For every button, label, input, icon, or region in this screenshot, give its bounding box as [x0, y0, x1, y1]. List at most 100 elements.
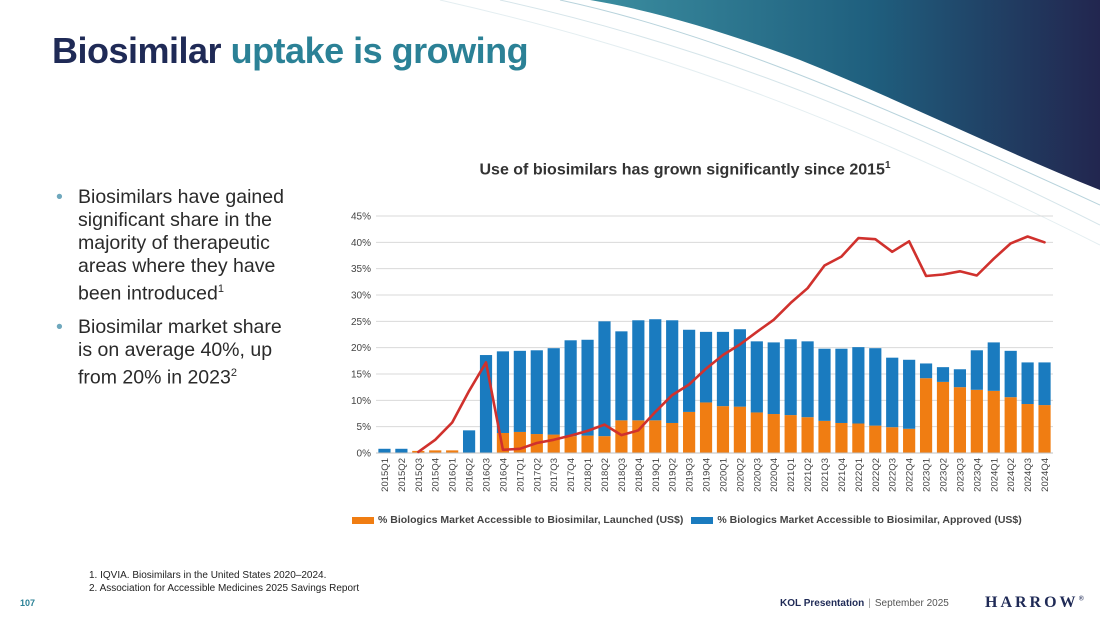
- x-tick-label: 2018Q1: [583, 458, 594, 492]
- bar-launched: [547, 434, 560, 453]
- x-tick-label: 2024Q4: [1040, 458, 1051, 492]
- bar-launched: [615, 420, 628, 453]
- bar-approved: [615, 331, 628, 421]
- x-tick-label: 2022Q2: [871, 458, 882, 492]
- bar-approved: [547, 348, 560, 435]
- bar-approved: [869, 348, 882, 426]
- bar-approved: [1004, 350, 1017, 398]
- bar-approved: [801, 341, 814, 418]
- bar-approved: [903, 359, 916, 429]
- x-tick-label: 2015Q1: [380, 458, 391, 492]
- x-tick-label: 2017Q2: [532, 458, 543, 492]
- x-tick-label: 2020Q4: [769, 458, 780, 492]
- y-tick-label: 25%: [351, 317, 371, 328]
- bar-approved: [784, 339, 797, 416]
- x-tick-label: 2016Q1: [448, 458, 459, 492]
- x-tick-label: 2019Q1: [651, 458, 662, 492]
- logo-registered-mark: ®: [1078, 594, 1087, 603]
- bullet-text: Biosimilar market share is on average 40…: [78, 315, 282, 389]
- bar-approved: [1038, 362, 1051, 406]
- footer-info: KOL Presentation | September 2025: [780, 598, 949, 609]
- x-tick-label: 2022Q3: [888, 458, 899, 492]
- legend-item-launched: % Biologics Market Accessible to Biosimi…: [352, 514, 683, 526]
- bar-approved: [513, 350, 526, 432]
- bar-approved: [987, 342, 1000, 391]
- bar-approved: [496, 351, 510, 433]
- chart-heading: Use of biosimilars has grown significant…: [385, 160, 985, 179]
- bullet-dot-icon: •: [56, 315, 63, 338]
- bar-launched: [598, 436, 611, 453]
- legend-label-launched: % Biologics Market Accessible to Biosimi…: [378, 514, 684, 526]
- bar-launched: [936, 381, 950, 453]
- footnotes: 1. IQVIA. Biosimilars in the United Stat…: [89, 569, 359, 595]
- x-tick-label: 2020Q2: [735, 458, 746, 492]
- bar-approved: [953, 369, 967, 388]
- bar-launched: [801, 417, 814, 453]
- bar-approved: [852, 347, 865, 424]
- legend-swatch-launched: [352, 516, 374, 524]
- x-tick-label: 2020Q3: [752, 458, 763, 492]
- y-tick-label: 35%: [351, 264, 371, 275]
- y-tick-label: 5%: [357, 422, 372, 433]
- harrow-logo: HARROW®: [985, 594, 1087, 612]
- bar-launched: [903, 428, 916, 453]
- bar-launched: [1021, 404, 1034, 453]
- slide-title: Biosimilar uptake is growing: [52, 30, 529, 72]
- bar-launched: [699, 402, 713, 453]
- x-tick-label: 2020Q1: [718, 458, 729, 492]
- bar-approved: [530, 350, 543, 435]
- series-line-market-share: [417, 235, 1046, 454]
- footnote-2: 2. Association for Accessible Medicines …: [89, 583, 360, 594]
- bar-launched: [581, 435, 594, 453]
- bar-approved: [835, 348, 848, 423]
- x-tick-label: 2024Q2: [1006, 458, 1017, 492]
- bar-launched: [446, 450, 459, 453]
- logo-text: HARROW: [985, 594, 1079, 611]
- x-tick-label: 2019Q3: [685, 458, 696, 492]
- legend-label-approved: % Biologics Market Accessible to Biosimi…: [717, 514, 1022, 526]
- bar-launched: [1038, 405, 1051, 453]
- bar-approved: [683, 329, 696, 412]
- bar-launched: [666, 422, 679, 453]
- bar-approved: [395, 448, 408, 453]
- bullet-footnote-ref: 1: [217, 283, 224, 295]
- y-tick-label: 10%: [351, 396, 371, 407]
- x-tick-label: 2015Q3: [414, 458, 425, 492]
- bullet-list: • Biosimilars have gained significant sha…: [56, 186, 296, 399]
- bar-approved: [716, 331, 730, 407]
- bar-launched: [852, 423, 865, 453]
- x-tick-label: 2016Q4: [498, 458, 509, 492]
- y-tick-label: 20%: [351, 343, 371, 354]
- x-tick-label: 2019Q4: [702, 458, 713, 492]
- bullet-item: • Biosimilar market share is on average 4…: [56, 316, 296, 390]
- bar-approved: [649, 319, 662, 421]
- bullet-item: • Biosimilars have gained significant sha…: [56, 186, 296, 306]
- footer-date: September 2025: [874, 598, 949, 609]
- chart-heading-text: Use of biosimilars has grown significant…: [479, 161, 885, 179]
- x-tick-label: 2016Q2: [465, 458, 476, 492]
- footnote-1: 1. IQVIA. Biosimilars in the United Stat…: [89, 570, 327, 581]
- footer-presentation: KOL Presentation: [780, 598, 865, 609]
- bar-launched: [733, 406, 746, 453]
- title-part-2: uptake is growing: [230, 30, 529, 71]
- bar-approved: [666, 320, 679, 423]
- bar-approved: [1021, 362, 1034, 405]
- bar-approved: [750, 341, 763, 413]
- x-tick-label: 2021Q3: [820, 458, 831, 492]
- x-tick-label: 2021Q1: [786, 458, 797, 492]
- bar-launched: [750, 412, 763, 453]
- chart-heading-footnote-ref: 1: [884, 160, 891, 171]
- legend-item-approved: % Biologics Market Accessible to Biosimi…: [691, 514, 1022, 526]
- bar-launched: [784, 415, 797, 453]
- x-tick-label: 2018Q4: [634, 458, 645, 492]
- x-tick-label: 2022Q1: [854, 458, 865, 492]
- legend-swatch-approved: [691, 516, 714, 524]
- header-swoosh-graphic: [439, 0, 1100, 246]
- bar-approved: [919, 363, 933, 379]
- bar-launched: [886, 427, 899, 453]
- x-tick-label: 2023Q3: [955, 458, 966, 492]
- y-tick-label: 15%: [351, 370, 371, 381]
- bar-approved: [378, 448, 391, 453]
- bar-launched: [649, 420, 662, 453]
- bar-approved: [632, 320, 645, 421]
